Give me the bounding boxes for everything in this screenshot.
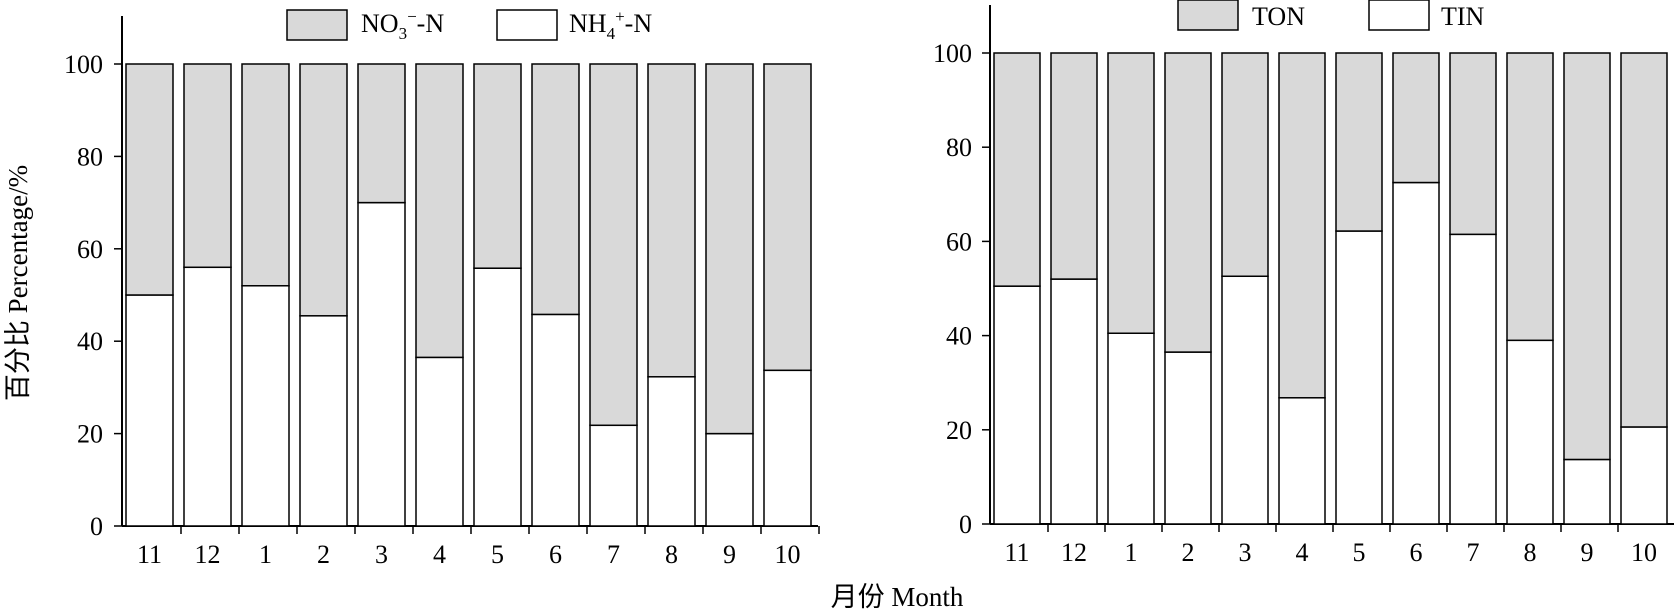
x-tick-label: 3 bbox=[1239, 538, 1252, 567]
legend-swatch-ton bbox=[1177, 0, 1239, 31]
bar-segment bbox=[1563, 458, 1611, 525]
bar-segment bbox=[183, 266, 232, 527]
bar-segment bbox=[1392, 52, 1440, 184]
bar-segment bbox=[705, 432, 754, 527]
bar-segment bbox=[415, 356, 464, 527]
bar-segment bbox=[531, 313, 580, 527]
bar-segment bbox=[1164, 351, 1212, 525]
y-tick-label: 20 bbox=[77, 420, 103, 449]
bar-segment bbox=[299, 63, 348, 317]
x-tick-label: 4 bbox=[1296, 538, 1309, 567]
bar-segment bbox=[647, 63, 696, 378]
bar-segment bbox=[1335, 52, 1383, 232]
bar-segment bbox=[1563, 52, 1611, 461]
x-tick-label: 2 bbox=[1182, 538, 1195, 567]
bar-segment bbox=[1278, 52, 1326, 399]
bar-segment bbox=[473, 267, 522, 527]
y-axis-title: 百分比 Percentage/% bbox=[3, 165, 33, 401]
x-tick-label: 11 bbox=[1004, 538, 1029, 567]
legend-label-ton: TON bbox=[1252, 2, 1305, 31]
legend-swatch-ammonium bbox=[496, 9, 558, 41]
bar-segment bbox=[763, 63, 812, 372]
bar-segment bbox=[1050, 278, 1098, 525]
y-tick-label: 40 bbox=[77, 327, 103, 356]
x-tick-label: 8 bbox=[1524, 538, 1537, 567]
bar-segment bbox=[1335, 230, 1383, 525]
x-tick-label: 5 bbox=[491, 540, 504, 569]
bar-segment bbox=[1164, 52, 1212, 353]
bar-segment bbox=[1392, 181, 1440, 525]
x-tick-label: 1 bbox=[1125, 538, 1138, 567]
y-tick-label: 0 bbox=[90, 512, 103, 541]
y-tick-label: 60 bbox=[77, 235, 103, 264]
bar-segment bbox=[241, 63, 290, 287]
y-tick-label: 0 bbox=[959, 510, 972, 539]
bar-segment bbox=[125, 294, 174, 527]
y-tick-label: 80 bbox=[77, 142, 103, 171]
x-tick-label: 2 bbox=[317, 540, 330, 569]
y-tick-label: 100 bbox=[933, 39, 972, 68]
bar-segment bbox=[1506, 52, 1554, 342]
bar-segment bbox=[1107, 52, 1155, 334]
x-tick-label: 6 bbox=[1410, 538, 1423, 567]
legend-swatch-nitrate bbox=[286, 9, 348, 41]
y-tick-label: 100 bbox=[64, 50, 103, 79]
x-tick-label: 8 bbox=[665, 540, 678, 569]
bar-segment bbox=[1221, 52, 1269, 278]
legend: NO3−-N NH4+-N bbox=[286, 7, 652, 43]
bar-segment bbox=[647, 376, 696, 527]
bar-segment bbox=[357, 63, 406, 204]
x-tick-label: 7 bbox=[607, 540, 620, 569]
bar-segment bbox=[299, 315, 348, 527]
bar-segment bbox=[415, 63, 464, 359]
bar-segment bbox=[125, 63, 174, 296]
legend-swatch-tin bbox=[1368, 0, 1430, 31]
bar-segment bbox=[473, 63, 522, 269]
bar-segment bbox=[357, 201, 406, 527]
y-tick-label: 20 bbox=[946, 416, 972, 445]
bar-segment bbox=[1221, 275, 1269, 525]
bar-segment bbox=[589, 424, 638, 527]
bar-segment bbox=[1449, 52, 1497, 236]
x-tick-label: 12 bbox=[195, 540, 221, 569]
bar-segment bbox=[1620, 426, 1668, 525]
x-tick-label: 11 bbox=[137, 540, 162, 569]
x-tick-label: 4 bbox=[433, 540, 446, 569]
bar-segment bbox=[1278, 397, 1326, 525]
bar-segment bbox=[1506, 339, 1554, 525]
bar-segment bbox=[589, 63, 638, 427]
x-tick-label: 6 bbox=[549, 540, 562, 569]
x-tick-label: 7 bbox=[1467, 538, 1480, 567]
bar-segment bbox=[705, 63, 754, 435]
bar-segment bbox=[1449, 233, 1497, 525]
bar-segment bbox=[531, 63, 580, 316]
legend-label-ammonium: NH4+-N bbox=[569, 7, 652, 43]
bar-segment bbox=[1050, 52, 1098, 280]
legend-label-nitrate: NO3−-N bbox=[361, 7, 444, 43]
y-tick-label: 40 bbox=[946, 322, 972, 351]
x-tick-label: 10 bbox=[1631, 538, 1657, 567]
x-tick-label: 12 bbox=[1061, 538, 1087, 567]
x-tick-label: 9 bbox=[1581, 538, 1594, 567]
bar-segment bbox=[763, 369, 812, 527]
bar-segment bbox=[1620, 52, 1668, 428]
x-tick-label: 3 bbox=[375, 540, 388, 569]
bar-segment bbox=[1107, 332, 1155, 525]
x-tick-label: 5 bbox=[1353, 538, 1366, 567]
legend: TON TIN bbox=[1177, 0, 1485, 31]
y-tick-label: 60 bbox=[946, 227, 972, 256]
bar-segment bbox=[993, 52, 1041, 287]
legend-label-tin: TIN bbox=[1441, 2, 1485, 31]
x-tick-label: 10 bbox=[775, 540, 801, 569]
bar-segment bbox=[241, 285, 290, 527]
x-axis-title: 月份 Month bbox=[831, 582, 964, 612]
x-tick-label: 1 bbox=[259, 540, 272, 569]
bar-segment bbox=[993, 285, 1041, 525]
y-tick-label: 80 bbox=[946, 133, 972, 162]
bar-segment bbox=[183, 63, 232, 269]
x-tick-label: 9 bbox=[723, 540, 736, 569]
